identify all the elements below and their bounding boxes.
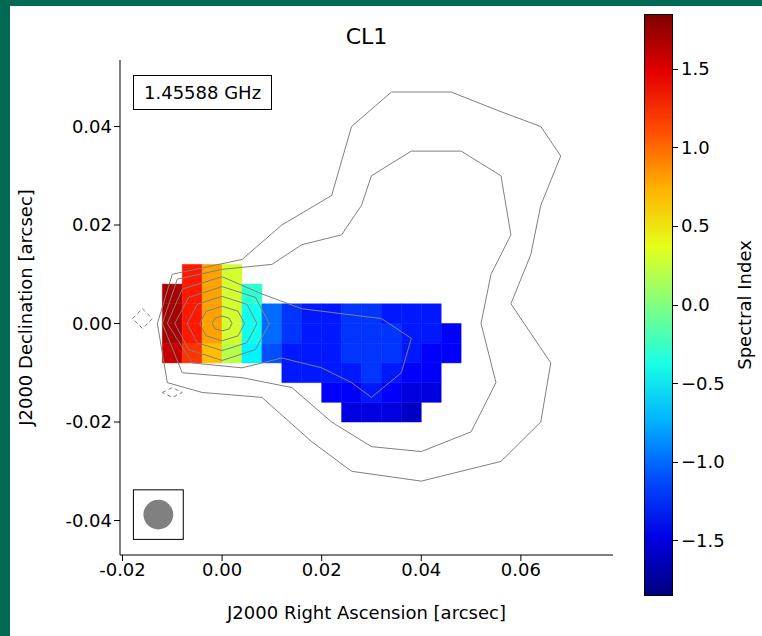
html-text:1.45588 GHz: 1.45588 GHz — [144, 82, 262, 103]
html-text:Spectral Index: Spectral Index — [734, 240, 755, 370]
svg-text:J2000 Right Ascension [arcsec]: J2000 Right Ascension [arcsec] — [226, 602, 506, 623]
svg-text:-0.02: -0.02 — [99, 559, 146, 580]
html-text:CL1: CL1 — [345, 24, 388, 49]
svg-text:-0.02: -0.02 — [65, 411, 112, 432]
svg-text:J2000 Declination [arcsec]: J2000 Declination [arcsec] — [15, 189, 36, 427]
svg-text:0.02: 0.02 — [302, 559, 342, 580]
html-text:1.0: 1.0 — [681, 136, 710, 158]
svg-text:0.00: 0.00 — [72, 313, 112, 334]
html-text:0.5: 0.5 — [681, 215, 710, 237]
svg-text:0.04: 0.04 — [72, 116, 112, 137]
html-text:−1.5: −1.5 — [681, 529, 725, 551]
html-text:−1.0: −1.0 — [681, 451, 725, 473]
html-text:−0.5: −0.5 — [681, 372, 725, 394]
svg-text:0.02: 0.02 — [72, 214, 112, 235]
svg-text:0.04: 0.04 — [401, 559, 441, 580]
html-text:1.5: 1.5 — [681, 58, 710, 79]
html-text:0.0: 0.0 — [681, 294, 710, 315]
svg-text:0.00: 0.00 — [202, 559, 242, 580]
svg-text:0.06: 0.06 — [501, 559, 541, 580]
svg-text:-0.04: -0.04 — [65, 510, 112, 531]
